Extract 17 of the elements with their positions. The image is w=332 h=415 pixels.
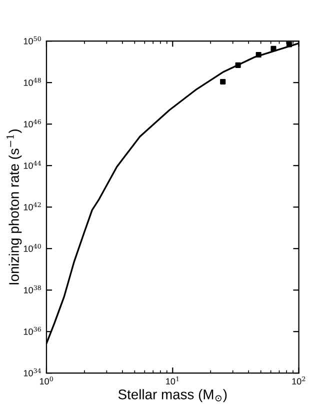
y-axis-title: Ionizing photon rate (s$^{−1}$) (6, 130, 22, 284)
point (270, 46, 276, 52)
x-tick-label: 10$^{0}$ (40, 376, 53, 385)
y-tick-label: 10$^{38}$ (24, 285, 41, 294)
point (220, 78, 226, 85)
y-tick-label: 10$^{50}$ (24, 36, 41, 44)
y-tick-label: 10$^{42}$ (24, 202, 41, 210)
y-tick-label: 10$^{46}$ (24, 119, 41, 128)
y-tick-label: 10$^{40}$ (24, 244, 41, 252)
y-tick-label: 10$^{36}$ (24, 326, 41, 335)
y-tick-label: 10$^{44}$ (24, 160, 42, 169)
x-tick-label: 10$^{2}$ (292, 376, 306, 385)
y-tick-label: 10$^{34}$ (24, 368, 42, 376)
x-tick-label: 10$^{1}$ (166, 376, 179, 385)
point (286, 42, 292, 48)
y-tick-label: 10$^{48}$ (24, 78, 41, 86)
x-axis-title: Stellar mass (M$_{⊙}$) (118, 389, 227, 402)
